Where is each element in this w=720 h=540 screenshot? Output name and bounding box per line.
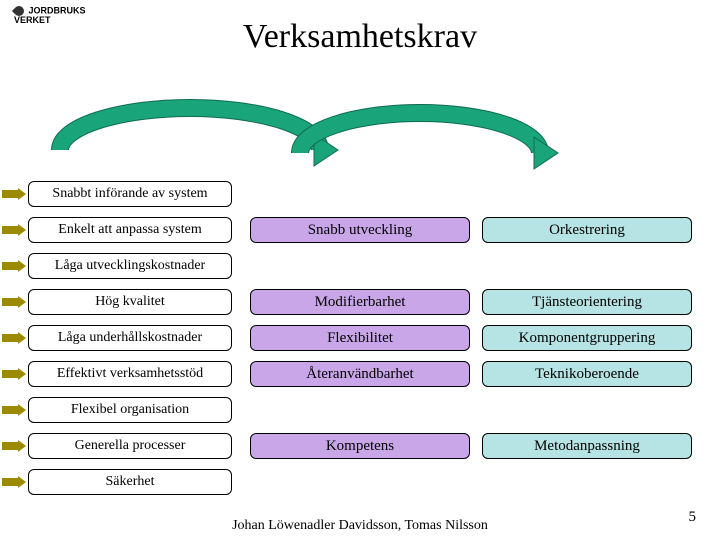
mid-box: Återanvändbarhet [250, 361, 470, 388]
diagram-row: Snabbt införande av system [0, 176, 720, 212]
bullet-arrow-icon [2, 296, 26, 308]
diagram-row: Flexibel organisation [0, 392, 720, 428]
left-box: Generella processer [28, 433, 232, 458]
left-box: Effektivt verksamhetsstöd [28, 361, 232, 386]
left-box: Hög kvalitet [28, 289, 232, 314]
bullet-arrow-icon [2, 260, 26, 272]
diagram-row: Säkerhet [0, 464, 720, 500]
left-box: Låga utvecklingskostnader [28, 253, 232, 278]
diagram-row: Generella processer Kompetens Metodanpassn… [0, 428, 720, 464]
right-box: Tjänsteorientering [482, 289, 692, 316]
slide-title: Verksamhetskrav [0, 18, 720, 56]
mid-box: Flexibilitet [250, 325, 470, 352]
bullet-arrow-icon [2, 332, 26, 344]
diagram-row: Hög kvalitet Modifierbarhet Tjänsteoriente… [0, 284, 720, 320]
mid-box: Kompetens [250, 433, 470, 460]
left-box: Säkerhet [28, 469, 232, 494]
bullet-arrow-icon [2, 188, 26, 200]
left-box: Snabbt införande av system [28, 181, 232, 206]
logo-line1: JORDBRUKS [29, 5, 86, 15]
bullet-arrow-icon [2, 440, 26, 452]
bullet-arrow-icon [2, 476, 26, 488]
right-box: Teknikoberoende [482, 361, 692, 388]
bullet-arrow-icon [2, 224, 26, 236]
mid-box: Modifierbarhet [250, 289, 470, 316]
left-box: Låga underhållskostnader [28, 325, 232, 350]
left-box: Enkelt att anpassa system [28, 217, 232, 242]
right-box: Komponentgruppering [482, 325, 692, 352]
bullet-arrow-icon [2, 368, 26, 380]
right-box: Orkestrering [482, 217, 692, 244]
bullet-arrow-icon [2, 404, 26, 416]
left-box: Flexibel organisation [28, 397, 232, 422]
footer-author: Johan Löwenadler Davidsson, Tomas Nilsso… [0, 518, 720, 534]
mid-box: Snabb utveckling [250, 217, 470, 244]
diagram-row: Låga utvecklingskostnader [0, 248, 720, 284]
slide: JORDBRUKS VERKET Verksamhetskrav Snabbt … [0, 0, 720, 540]
right-box: Metodanpassning [482, 433, 692, 460]
diagram-row: Låga underhållskostnader Flexibilitet Komp… [0, 320, 720, 356]
footer-page-number: 5 [689, 509, 697, 526]
diagram-row: Effektivt verksamhetsstöd Återanvändbarhe… [0, 356, 720, 392]
flow-arrows [0, 85, 720, 170]
columns: Snabbt införande av system Enkelt att anp… [0, 176, 720, 500]
diagram-row: Enkelt att anpassa system Snabb utvecklin… [0, 212, 720, 248]
